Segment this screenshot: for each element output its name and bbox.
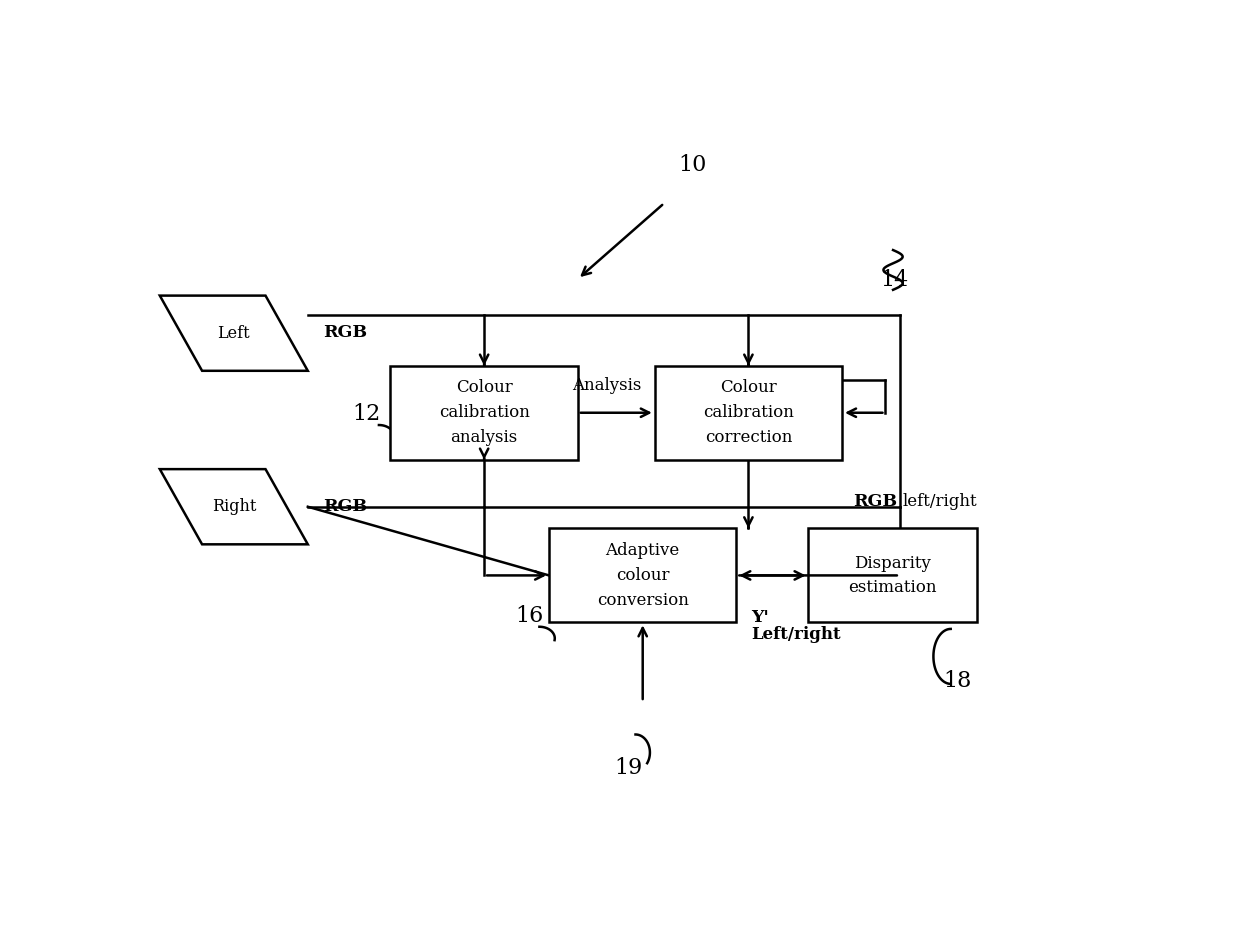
- Text: 12: 12: [352, 403, 381, 425]
- Text: Left: Left: [217, 325, 250, 342]
- Text: 18: 18: [942, 670, 971, 692]
- FancyBboxPatch shape: [549, 529, 737, 623]
- Polygon shape: [160, 470, 308, 545]
- Text: Adaptive
colour
conversion: Adaptive colour conversion: [596, 542, 688, 608]
- Text: Analysis: Analysis: [572, 377, 641, 394]
- Text: Left/right: Left/right: [751, 626, 841, 643]
- Text: Colour
calibration
analysis: Colour calibration analysis: [439, 379, 529, 446]
- Text: left/right: left/right: [903, 493, 977, 510]
- Text: Disparity
estimation: Disparity estimation: [848, 555, 936, 596]
- Text: 14: 14: [880, 269, 909, 291]
- Text: Right: Right: [212, 499, 255, 516]
- FancyBboxPatch shape: [655, 365, 842, 460]
- FancyBboxPatch shape: [391, 365, 578, 460]
- Text: 19: 19: [614, 757, 642, 779]
- Text: RGB: RGB: [853, 493, 897, 510]
- Text: Y': Y': [751, 608, 769, 626]
- Text: Colour
calibration
correction: Colour calibration correction: [703, 379, 794, 446]
- Polygon shape: [160, 296, 308, 371]
- FancyBboxPatch shape: [808, 529, 977, 623]
- Text: RGB: RGB: [324, 324, 367, 341]
- Text: 16: 16: [516, 606, 543, 627]
- Text: RGB: RGB: [324, 499, 367, 516]
- Text: 10: 10: [678, 153, 707, 176]
